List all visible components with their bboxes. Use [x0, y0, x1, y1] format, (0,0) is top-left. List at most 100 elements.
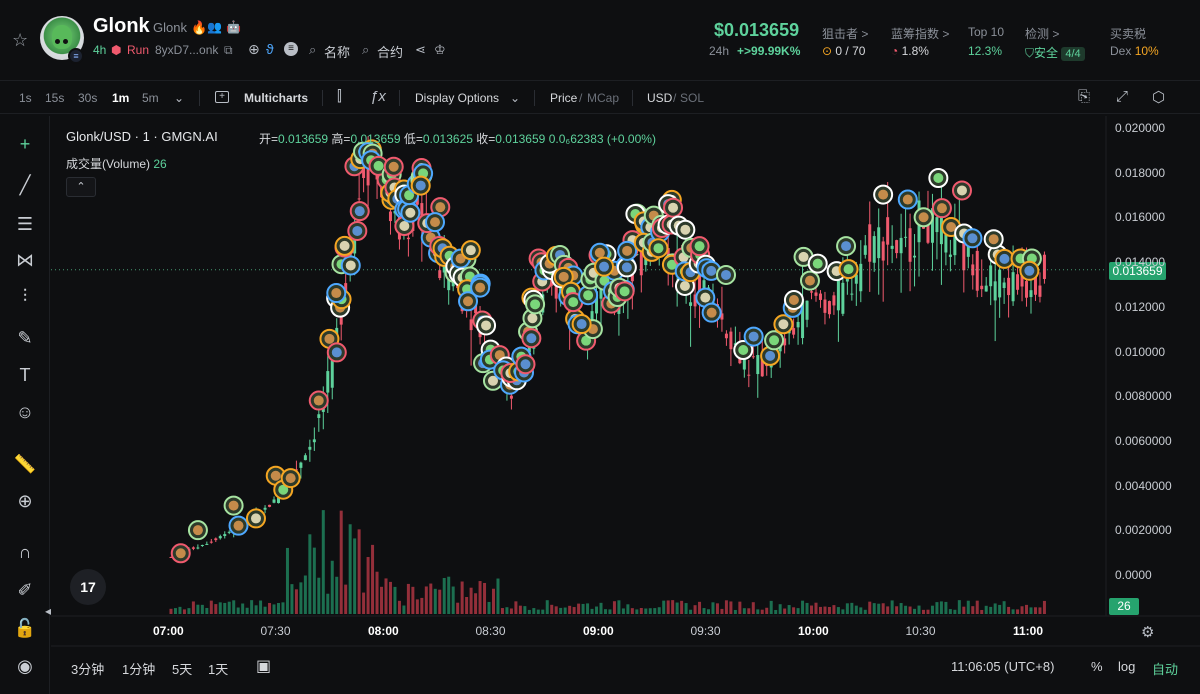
price-chart[interactable]: Glonk/USD · 1 · GMGN.AI 开=0.013659 高=0.0…	[45, 116, 1200, 694]
timeframe-5m[interactable]: 5m	[142, 91, 159, 105]
volume-bar	[617, 600, 621, 614]
timeframe-15s[interactable]: 15s	[45, 91, 65, 105]
candle-body	[796, 321, 800, 328]
scroll-left-icon[interactable]: ◂	[45, 604, 52, 618]
y-tick-label: 0.012000	[1115, 299, 1166, 314]
candle-body	[948, 254, 952, 257]
audit-label[interactable]: 检测 >	[1025, 27, 1060, 41]
range-1d[interactable]: 1天	[208, 662, 229, 677]
percent-toggle[interactable]: %	[1091, 659, 1103, 674]
chart-canvas[interactable]	[51, 116, 1200, 694]
search-name-link[interactable]: 名称	[324, 45, 351, 60]
trade-marker-face	[285, 473, 296, 484]
trade-marker-face	[581, 335, 592, 346]
y-tick-label: 0.0060000	[1115, 433, 1172, 448]
camera-icon[interactable]: ⎘	[1078, 88, 1091, 105]
volume-bar	[975, 600, 979, 614]
candle-body	[438, 270, 442, 279]
pattern-icon[interactable]: ⋈	[16, 250, 34, 270]
candle-body	[1025, 281, 1029, 298]
timeframe-30s[interactable]: 30s	[78, 91, 98, 105]
volume-bar	[478, 581, 482, 614]
trade-marker-face	[331, 288, 342, 299]
volume-bar	[957, 600, 961, 614]
candle-body	[989, 265, 993, 287]
timeframe-1s[interactable]: 1s	[19, 91, 32, 105]
search-icon[interactable]: ⌕	[362, 42, 370, 57]
crown-icon[interactable]: ♔	[434, 42, 446, 57]
fullscreen-icon[interactable]: ⤢	[1116, 88, 1129, 105]
sol-toggle[interactable]: SOL	[680, 91, 705, 105]
volume-bar	[836, 607, 840, 614]
volume-bar	[792, 607, 796, 614]
bluechip-label[interactable]: 蓝筹指数 >	[891, 27, 950, 41]
fib-icon[interactable]: ☰	[16, 214, 34, 234]
volume-bar	[877, 603, 881, 614]
trade-marker-face	[706, 307, 717, 318]
snipers-label[interactable]: 狙击者 >	[822, 27, 869, 41]
volume-bar	[653, 608, 657, 614]
lock-icon[interactable]: 🔓	[13, 618, 37, 638]
text-icon[interactable]: T	[19, 365, 31, 385]
clock-time[interactable]: 11:06:05 (UTC+8)	[951, 659, 1055, 674]
volume-bar	[1033, 607, 1037, 614]
volume-bar	[523, 606, 527, 614]
range-3m[interactable]: 3分钟	[71, 662, 105, 677]
trade-marker-face	[435, 202, 446, 213]
favorite-star-icon[interactable]: ☆	[12, 30, 29, 50]
ruler-icon[interactable]: 📏	[13, 454, 37, 474]
auto-toggle[interactable]: 自动	[1152, 662, 1179, 677]
volume-bar	[447, 576, 451, 614]
high-label: 高=	[331, 132, 351, 146]
list-icon[interactable]: ≡	[284, 42, 298, 56]
candles-icon[interactable]: ⫿	[337, 88, 342, 105]
token-header: ☆ ≡ Glonk Glonk 🔥 👥 🤖 4h ⬢ Run 8yxD7...o…	[0, 0, 1200, 78]
plus-box-icon[interactable]: +	[215, 91, 229, 103]
volume-bar	[380, 586, 384, 614]
candle-body	[1002, 282, 1006, 289]
settings-gear-icon[interactable]: ⬡	[1152, 89, 1166, 106]
axis-settings-icon[interactable]: ⚙	[1141, 624, 1155, 641]
candle-body	[872, 236, 876, 263]
collapse-legend-button[interactable]: ⌃	[66, 177, 96, 197]
volume-bar	[362, 592, 366, 614]
eye-icon[interactable]: ◉	[17, 656, 33, 676]
chevron-down-icon[interactable]: ⌄	[174, 91, 185, 105]
volume-bar	[568, 605, 572, 614]
zoom-icon[interactable]: ⊕	[17, 491, 33, 511]
search-icon[interactable]: ⌕	[309, 42, 317, 57]
multicharts-button[interactable]: Multicharts	[244, 91, 309, 105]
usd-toggle[interactable]: USD	[647, 91, 673, 105]
display-options-button[interactable]: Display Options	[415, 91, 500, 105]
search-contract-link[interactable]: 合约	[377, 45, 404, 60]
prediction-icon[interactable]: ⫶	[22, 286, 28, 306]
volume-bar	[1016, 609, 1020, 614]
volume-bar	[541, 609, 545, 614]
date-range-icon[interactable]: ▣	[256, 658, 272, 675]
globe-icon[interactable]: ⊕	[248, 41, 260, 57]
feather-icon[interactable]: ϑ	[266, 41, 274, 57]
log-toggle[interactable]: log	[1118, 659, 1136, 674]
tradingview-logo-icon[interactable]: 17	[70, 569, 106, 605]
mcap-toggle[interactable]: MCap	[587, 91, 620, 105]
chevron-down-icon[interactable]: ⌄	[510, 91, 521, 105]
volume-bar	[411, 586, 415, 614]
brush-icon[interactable]: ✎	[17, 328, 33, 348]
copy-icon[interactable]: ⧉	[224, 43, 233, 57]
lock-drawings-icon[interactable]: ✐	[17, 580, 33, 600]
share-icon[interactable]: ⋖	[415, 42, 426, 57]
emoji-icon[interactable]: ☺	[15, 402, 35, 422]
magnet-icon[interactable]: ∩	[18, 542, 32, 562]
range-1m[interactable]: 1分钟	[122, 662, 156, 677]
crosshair-icon[interactable]: +	[19, 134, 31, 154]
trendline-icon[interactable]: ╱	[19, 175, 31, 195]
tax-value: Dex 10%	[1110, 44, 1159, 58]
price-toggle[interactable]: Price	[550, 91, 578, 105]
range-5d[interactable]: 5天	[172, 662, 193, 677]
close-label: 收=	[476, 132, 496, 146]
trade-marker-face	[331, 347, 342, 358]
indicators-fx-icon[interactable]: ƒx	[370, 88, 386, 105]
volume-bar	[774, 609, 778, 614]
timeframe-1m[interactable]: 1m	[112, 91, 130, 105]
volume-bar	[608, 609, 612, 614]
